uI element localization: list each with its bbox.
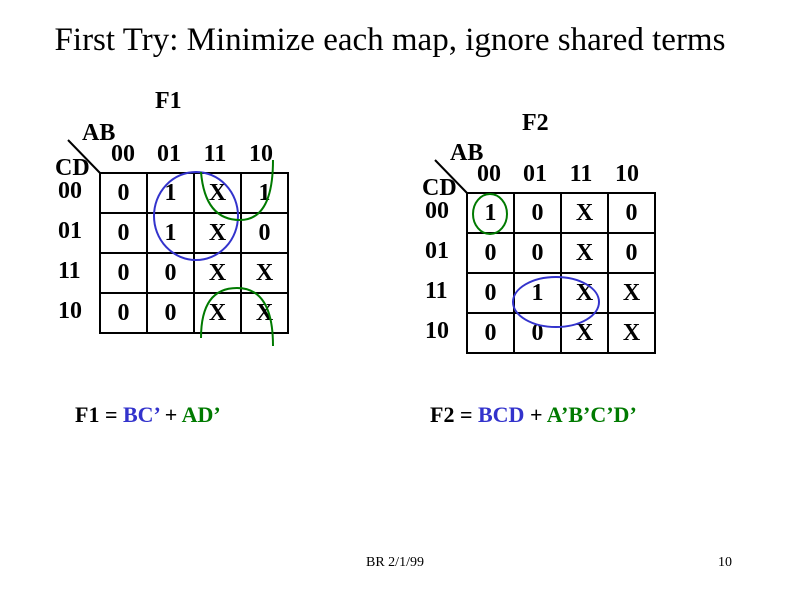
kmap-cell: X bbox=[607, 312, 656, 354]
row-headers-f1: 00 01 11 10 bbox=[58, 178, 82, 338]
col-headers-f1: 00 01 11 10 bbox=[100, 141, 284, 168]
kmap-cell: X bbox=[607, 272, 656, 314]
map-title-f1: F1 bbox=[155, 88, 182, 114]
row-headers-f2: 00 01 11 10 bbox=[425, 198, 449, 358]
kmap-cell: 0 bbox=[513, 312, 562, 354]
kmap-cell: 0 bbox=[466, 312, 515, 354]
group-bc-prime bbox=[153, 171, 239, 261]
kmap-cell: X bbox=[240, 252, 289, 294]
eq-term-blue: BCD bbox=[477, 402, 525, 427]
kmap-cell: 0 bbox=[466, 272, 515, 314]
col-header: 10 bbox=[615, 161, 639, 187]
map-title-f2: F2 bbox=[522, 110, 549, 136]
col-var-f2: AB bbox=[450, 140, 484, 166]
eq-lhs: F1 = bbox=[75, 402, 123, 427]
footer-text: BR 2/1/99 bbox=[366, 555, 424, 570]
kmap-cell: 0 bbox=[146, 292, 195, 334]
row-header: 00 bbox=[425, 198, 449, 224]
kmap-cell: 0 bbox=[99, 172, 148, 214]
kmap-cell: X bbox=[560, 192, 609, 234]
equation-f2: F2 = BCD + A’B’C’D’ bbox=[430, 402, 637, 428]
kmap-cell: 0 bbox=[99, 212, 148, 254]
kmap-cell: 0 bbox=[466, 232, 515, 274]
col-header: 00 bbox=[111, 141, 135, 167]
kmap-cell: 0 bbox=[99, 252, 148, 294]
eq-term-green: A’B’C’D’ bbox=[546, 402, 637, 427]
group-ad-prime-bottom bbox=[200, 286, 274, 347]
kmap-cell: X bbox=[560, 312, 609, 354]
kmap-cell: 0 bbox=[607, 232, 656, 274]
group-a-b-c-d-prime bbox=[472, 193, 508, 235]
page-number: 10 bbox=[718, 555, 732, 570]
kmap-cell: X bbox=[560, 232, 609, 274]
row-header: 10 bbox=[58, 298, 82, 324]
row-header: 00 bbox=[58, 178, 82, 204]
equation-f1: F1 = BC’ + AD’ bbox=[75, 402, 221, 428]
row-header: 11 bbox=[58, 258, 81, 284]
kmap-cell: 0 bbox=[99, 292, 148, 334]
col-header: 01 bbox=[157, 141, 181, 167]
kmap-cell: 1 bbox=[146, 172, 195, 214]
kmap-cell: X bbox=[240, 292, 289, 334]
group-ad-prime-top bbox=[200, 159, 274, 222]
eq-op: + bbox=[524, 402, 547, 427]
col-header: 11 bbox=[203, 141, 227, 167]
row-header: 01 bbox=[58, 218, 82, 244]
col-header: 00 bbox=[477, 161, 501, 187]
row-header: 10 bbox=[425, 318, 449, 344]
row-header: 11 bbox=[425, 278, 448, 304]
kmap-cell: 0 bbox=[513, 232, 562, 274]
col-header: 11 bbox=[569, 161, 593, 187]
col-var-f1: AB bbox=[82, 120, 116, 146]
kmap-cell: 1 bbox=[513, 272, 562, 314]
row-var-f2: CD bbox=[422, 175, 457, 201]
row-var-f1: CD bbox=[55, 155, 90, 181]
row-header: 01 bbox=[425, 238, 449, 264]
slide-title: First Try: Minimize each map, ignore sha… bbox=[54, 22, 726, 58]
eq-op: + bbox=[159, 402, 182, 427]
diagonal-f1 bbox=[67, 139, 101, 174]
diagonal-f2 bbox=[434, 159, 468, 194]
col-headers-f2: 00 01 11 10 bbox=[466, 161, 650, 188]
kmap-cell: 0 bbox=[513, 192, 562, 234]
eq-lhs: F2 = bbox=[430, 402, 478, 427]
group-bcd bbox=[512, 276, 600, 328]
col-header: 01 bbox=[523, 161, 547, 187]
eq-term-green: AD’ bbox=[181, 402, 221, 427]
kmap-cell: 0 bbox=[607, 192, 656, 234]
col-header: 10 bbox=[249, 141, 273, 167]
eq-term-blue: BC’ bbox=[122, 402, 160, 427]
